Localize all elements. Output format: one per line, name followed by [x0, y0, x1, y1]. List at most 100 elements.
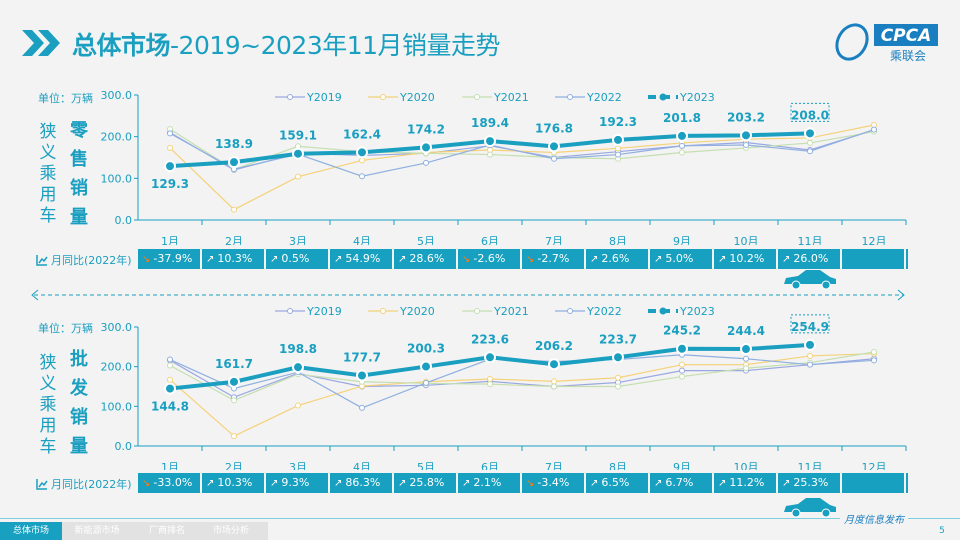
yoy-label: 月同比(2022年) — [36, 476, 132, 492]
car-icon — [784, 270, 836, 290]
yoy-cell: ↗ 11.2% — [714, 473, 778, 493]
data-point — [484, 351, 496, 364]
series-line — [169, 351, 875, 402]
logo-text: CPCA — [881, 26, 932, 46]
yoy-cell: ↗ 86.3% — [330, 473, 394, 493]
data-point — [231, 433, 237, 440]
series-line — [169, 128, 875, 171]
data-label: 223.7 — [599, 332, 637, 346]
yoy-value: -37.9% — [153, 252, 193, 265]
y-tick-label: 100.0 — [101, 400, 133, 413]
x-tick-label: 11月 — [798, 461, 823, 470]
trend-down-icon: ↘ — [142, 478, 151, 489]
yoy-value: -2.6% — [473, 252, 506, 265]
yoy-value: 10.2% — [729, 252, 765, 265]
data-label: 177.7 — [343, 351, 381, 365]
legend-label: Y2023 — [679, 91, 715, 104]
yoy-cell: ↘ -33.0% — [138, 473, 202, 493]
data-point — [420, 141, 432, 154]
data-point — [679, 361, 685, 368]
data-point — [295, 402, 301, 409]
legend-marker — [659, 307, 667, 315]
data-label: 176.8 — [535, 121, 573, 135]
data-label: 189.4 — [471, 116, 509, 130]
data-point — [231, 397, 237, 404]
car-icon — [784, 498, 836, 518]
yoy-value: 5.0% — [665, 252, 694, 265]
x-tick-label: 12月 — [862, 235, 887, 245]
x-tick-label: 9月 — [673, 461, 691, 470]
data-point — [292, 361, 304, 374]
data-label: 159.1 — [279, 129, 317, 143]
data-point — [423, 379, 429, 386]
unit-label: 单位：万辆 — [38, 92, 93, 105]
yoy-value: 28.6% — [409, 252, 445, 265]
divider-arrow — [31, 289, 905, 301]
tab-overall-market[interactable]: 总体市场 — [0, 522, 62, 540]
tab-maker-ranking[interactable]: 厂商排名 — [148, 526, 185, 536]
data-point — [484, 135, 496, 148]
x-tick-label: 2月 — [225, 235, 243, 245]
data-point — [871, 126, 877, 133]
data-point — [167, 356, 173, 363]
yoy-value: 25.8% — [409, 476, 445, 489]
y-tick-label: 0.0 — [115, 214, 133, 227]
trend-up-icon: ↗ — [270, 478, 279, 489]
x-tick-label: 2月 — [225, 461, 243, 470]
tab-nev-market[interactable]: 新能源市场 — [74, 526, 120, 536]
yoy-value: 9.3% — [281, 476, 310, 489]
data-point — [356, 369, 368, 382]
data-point — [740, 343, 752, 356]
x-tick-label: 7月 — [545, 461, 563, 470]
data-label: 203.2 — [727, 110, 765, 124]
data-point — [615, 383, 621, 390]
y-tick-label: 300.0 — [101, 321, 133, 334]
data-point — [612, 351, 624, 364]
legend-marker — [380, 308, 386, 314]
trend-up-icon: ↗ — [782, 478, 791, 489]
side-label-vehicle: 狭义乘用车 — [39, 122, 57, 226]
legend-label: Y2022 — [586, 91, 622, 104]
yoy-value: 6.5% — [601, 476, 630, 489]
data-point — [676, 342, 688, 355]
x-tick-label: 11月 — [798, 235, 823, 245]
yoy-value: -2.7% — [537, 252, 570, 265]
x-tick-label: 1月 — [161, 235, 179, 245]
trend-up-icon: ↗ — [590, 254, 599, 265]
trend-up-icon: ↗ — [718, 254, 727, 265]
data-point — [487, 381, 493, 388]
side-label-metric: 批发销量 — [70, 349, 88, 457]
trend-up-icon: ↗ — [654, 254, 663, 265]
data-point — [807, 361, 813, 368]
data-point — [487, 375, 493, 382]
x-tick-label: 5月 — [417, 461, 435, 470]
trend-up-icon: ↗ — [718, 478, 727, 489]
tab-market-analysis[interactable]: 市场分析 — [212, 526, 249, 536]
side-label-metric: 零售销量 — [70, 120, 88, 228]
yoy-label-text: 月同比(2022年) — [51, 478, 132, 491]
trend-up-icon: ↗ — [398, 254, 407, 265]
x-tick-label: 4月 — [353, 461, 371, 470]
data-point — [359, 173, 365, 180]
data-point — [551, 155, 557, 162]
data-label: 244.4 — [727, 324, 765, 338]
data-label: 254.9 — [791, 320, 829, 334]
data-point — [487, 151, 493, 158]
data-point — [679, 149, 685, 156]
legend-label: Y2020 — [399, 305, 435, 318]
yoy-value: 2.6% — [601, 252, 630, 265]
trend-up-icon: ↗ — [334, 478, 343, 489]
trend-down-icon: ↘ — [526, 254, 535, 265]
line-chart: 0.0 100.0 200.0 300.0 1月 2月 3月 4月 5月 6月 7月 8月 9月 10月 1… — [101, 305, 907, 470]
data-point — [167, 376, 173, 383]
line-chart: 0.0 100.0 200.0 300.0 1月 2月 3月 4月 5月 6月 7月 8月 9月 10月 1… — [101, 89, 907, 245]
yoy-value: 10.3% — [217, 476, 253, 489]
yoy-cell: ↘ -2.7% — [522, 249, 586, 269]
y-tick-label: 0.0 — [115, 440, 133, 453]
x-tick-label: 8月 — [609, 235, 627, 245]
tab-bar-background — [62, 522, 268, 540]
trend-up-icon: ↗ — [654, 478, 663, 489]
trend-down-icon: ↘ — [526, 478, 535, 489]
data-point — [804, 127, 816, 140]
data-point — [167, 362, 173, 369]
